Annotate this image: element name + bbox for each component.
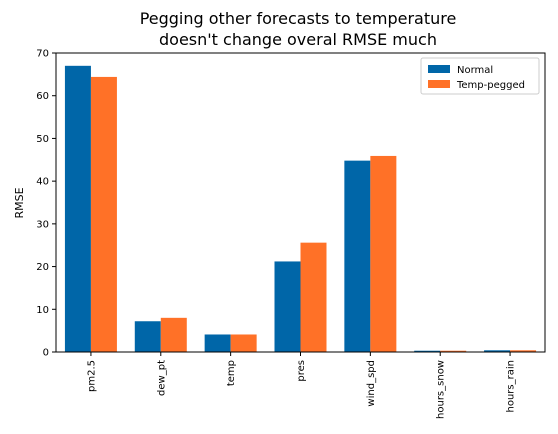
x-tick-label-temp: temp [226,360,237,386]
bar-normal-temp [205,334,231,352]
legend-label-normal: Normal [457,65,493,76]
x-tick-label-dew-pt: dew_pt [156,360,167,396]
bar-temp-pegged-dew-pt [161,318,187,352]
bar-normal-pres [275,261,301,352]
x-tick-label-wind-spd: wind_spd [366,360,377,407]
x-tick-label-hours-snow: hours_snow [436,360,447,419]
bar-normal-pm2-5 [65,66,91,352]
bar-temp-pegged-pm2-5 [91,77,117,352]
x-tick-label-hours-rain: hours_rain [506,360,517,412]
legend-swatch-normal [428,65,450,73]
legend-label-temp-pegged: Temp-pegged [456,80,525,91]
legend-swatch-temp-pegged [428,80,450,88]
y-tick-label: 0 [43,348,49,359]
bar-temp-pegged-pres [301,243,327,352]
bar-normal-dew-pt [135,321,161,352]
bars-group [65,66,536,352]
bar-temp-pegged-temp [231,334,257,352]
legend: Normal Temp-pegged [421,58,539,94]
x-tick-label-pm2-5: pm2.5 [86,360,97,392]
y-tick-label: 10 [36,305,49,316]
y-axis-label: RMSE [13,187,26,218]
chart-title-line-1: Pegging other forecasts to temperature [140,9,457,28]
chart-title-line-2: doesn't change overal RMSE much [159,30,437,49]
y-tick-label: 60 [36,91,49,102]
y-tick-label: 20 [36,262,49,273]
y-tick-label: 50 [36,134,49,145]
bar-normal-wind-spd [344,161,370,352]
y-tick-label: 30 [36,219,49,230]
x-tick-label-pres: pres [296,360,307,382]
bar-temp-pegged-wind-spd [370,156,396,352]
y-tick-label: 40 [36,177,49,188]
y-tick-label: 70 [36,49,49,60]
